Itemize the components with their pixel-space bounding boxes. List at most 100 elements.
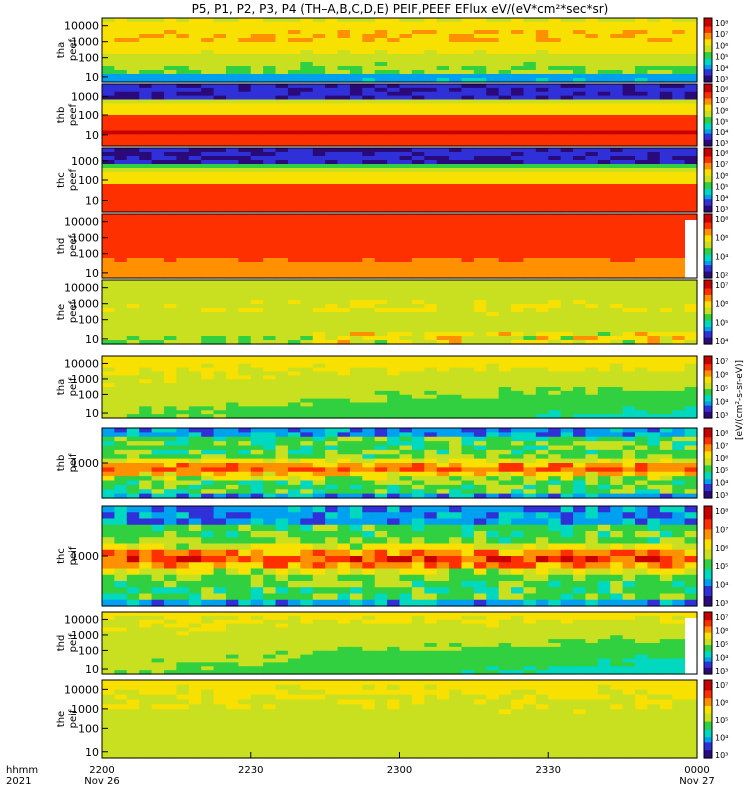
heatmap-cell: [225, 359, 239, 365]
heatmap-cell: [312, 414, 326, 419]
heatmap-cell: [449, 107, 463, 112]
heatmap-cell: [560, 414, 574, 419]
heatmap-cell: [312, 134, 326, 139]
heatmap-cell: [622, 196, 636, 201]
heatmap-cell: [585, 168, 599, 173]
heatmap-cell: [176, 118, 190, 124]
heatmap-cell: [387, 230, 401, 235]
heatmap-cell: [573, 130, 587, 135]
heatmap-cell: [225, 30, 239, 35]
heatmap-cell: [560, 428, 574, 433]
heatmap-cell: [201, 367, 215, 373]
heatmap-cell: [300, 26, 314, 31]
heatmap-cell: [548, 192, 562, 197]
heatmap-cell: [535, 160, 549, 165]
heatmap-cell: [647, 152, 661, 157]
heatmap-cell: [213, 402, 227, 407]
heatmap-cell: [102, 246, 115, 251]
heatmap-cell: [312, 375, 326, 380]
heatmap-cell: [635, 312, 649, 317]
heatmap-cell: [659, 230, 673, 235]
heatmap-cell: [325, 78, 339, 83]
heatmap-cell: [672, 164, 686, 169]
heatmap-cell: [213, 74, 227, 79]
heatmap-cell: [287, 200, 301, 205]
heatmap-cell: [473, 130, 487, 135]
colorbar-segment: [704, 106, 712, 110]
heatmap-cell: [287, 172, 301, 177]
heatmap-cell: [424, 130, 438, 135]
heatmap-cell: [610, 84, 624, 89]
heatmap-cell: [585, 304, 599, 309]
heatmap-cell: [597, 74, 611, 79]
heatmap-cell: [387, 246, 401, 251]
heatmap-cell: [449, 312, 463, 317]
heatmap-cell: [325, 383, 339, 388]
heatmap-cell: [411, 87, 425, 93]
heatmap-cell: [102, 316, 115, 321]
heatmap-cell: [424, 234, 438, 239]
heatmap-cell: [176, 184, 190, 189]
heatmap-cell: [461, 122, 475, 128]
heatmap-cell: [647, 308, 661, 313]
heatmap-cell: [114, 74, 128, 79]
heatmap-cell: [300, 58, 314, 63]
heatmap-cell: [523, 428, 537, 433]
heatmap-cell: [362, 280, 376, 285]
heatmap-cell: [659, 107, 673, 112]
heatmap-cell: [102, 148, 115, 153]
heatmap-cell: [225, 432, 239, 438]
heatmap-cell: [411, 222, 425, 227]
heatmap-cell: [114, 184, 128, 189]
heatmap-cell: [325, 176, 339, 181]
heatmap-cell: [300, 115, 314, 120]
heatmap-cell: [424, 262, 438, 267]
heatmap-cell: [126, 188, 140, 193]
heatmap-cell: [374, 200, 388, 205]
heatmap-cell: [610, 200, 624, 205]
heatmap-cell: [486, 160, 500, 165]
heatmap-cell: [498, 226, 512, 231]
heatmap-cell: [337, 74, 351, 79]
heatmap-cell: [635, 62, 649, 67]
heatmap-cell: [411, 328, 425, 333]
heatmap-cell: [188, 91, 202, 97]
colorbar-segment: [704, 339, 712, 343]
heatmap-cell: [300, 266, 314, 271]
heatmap-cell: [263, 398, 277, 404]
heatmap-cell: [647, 262, 661, 267]
heatmap-cell: [201, 176, 215, 181]
heatmap-cell: [535, 172, 549, 177]
heatmap-cell: [560, 363, 574, 369]
heatmap-cell: [486, 266, 500, 271]
heatmap-cell: [188, 406, 202, 411]
heatmap-cell: [560, 152, 574, 157]
heatmap-cell: [362, 238, 376, 243]
heatmap-cell: [362, 84, 376, 89]
heatmap-cell: [300, 367, 314, 373]
heatmap-cell: [300, 394, 314, 400]
heatmap-cell: [374, 26, 388, 31]
heatmap-cell: [114, 87, 128, 93]
heatmap-cell: [597, 414, 611, 419]
heatmap-cell: [238, 122, 252, 128]
heatmap-cell: [287, 336, 301, 341]
heatmap-cell: [560, 103, 574, 108]
heatmap-cell: [585, 230, 599, 235]
heatmap-cell: [436, 192, 450, 197]
heatmap-cell: [449, 58, 463, 63]
heatmap-cell: [548, 320, 562, 325]
heatmap-cell: [250, 74, 264, 79]
heatmap-cell: [585, 383, 599, 388]
heatmap-cell: [275, 254, 289, 259]
heatmap-cell: [349, 192, 363, 197]
heatmap-cell: [486, 62, 500, 67]
heatmap-cell: [287, 50, 301, 55]
heatmap-cell: [139, 99, 153, 104]
colorbar-segment: [704, 165, 712, 168]
heatmap-cell: [672, 130, 686, 135]
heatmap-cell: [436, 218, 450, 223]
heatmap-cell: [337, 58, 351, 63]
heatmap-cell: [647, 214, 661, 219]
heatmap-cell: [399, 156, 413, 161]
